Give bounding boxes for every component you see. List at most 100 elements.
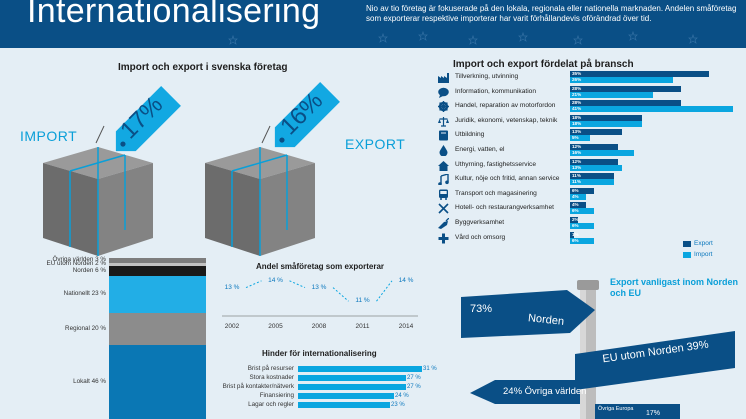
scales-icon <box>438 116 449 127</box>
sector-export-value: 13% <box>572 129 582 135</box>
line-value-label: 13 % <box>311 283 327 291</box>
cog-icon <box>438 101 449 113</box>
hinder-label: Brist på kontakter/nätverk <box>222 383 294 390</box>
star-pattern-icon <box>228 30 698 45</box>
hinder-bar <box>298 375 406 381</box>
header-description: Nio av tio företag är fokuserade på den … <box>366 4 737 23</box>
line-value-label: 14 % <box>268 276 283 284</box>
sector-import-value: 18% <box>572 120 582 126</box>
stack-label: Övriga världen 3 % <box>52 256 106 264</box>
line-value-label: 11 % <box>355 297 370 305</box>
sector-import-bar <box>570 77 674 83</box>
sector-label: Kultur, nöje och fritid, annan service <box>455 175 560 183</box>
sector-export-bar <box>570 114 642 121</box>
sector-export-value: 2% <box>572 217 579 222</box>
hinder-bar <box>298 366 422 372</box>
bus-icon <box>439 189 448 200</box>
sector-import-value: 26% <box>572 77 582 82</box>
signpost-illustration <box>461 280 735 419</box>
sector-import-value: 5% <box>572 135 579 141</box>
sector-row: Handel, reparation av motorfordon 28% 41% <box>438 100 738 114</box>
line-value-label: 13 % <box>224 283 240 291</box>
stack-segment-lokalt <box>109 344 206 419</box>
chart-title-bransch: Import och export fördelat på bransch <box>453 59 634 70</box>
stack-segment-norden <box>109 266 206 276</box>
sector-import-bar <box>570 150 634 156</box>
sector-export-bar <box>570 71 710 77</box>
sector-label: Utbildning <box>455 131 485 139</box>
line-x-tick-label: 2014 <box>398 323 414 330</box>
sector-export-bar <box>570 129 622 136</box>
sector-label: Tillverkning, utvinning <box>455 73 519 80</box>
sector-row: Transport och magasinering 6% 4% <box>438 187 738 202</box>
sign-europe-label: Övriga Europa <box>598 406 634 412</box>
sector-export-value: 12% <box>572 158 582 164</box>
sector-export-value: 18% <box>572 114 582 120</box>
sector-import-bar <box>570 135 590 142</box>
line-x-tick-label: 2008 <box>311 323 327 330</box>
line-series-segment <box>332 287 349 302</box>
sector-row: Utbildning 13% 5% <box>438 129 738 143</box>
line-x-tick-label: 2002 <box>224 323 240 330</box>
hinder-bar <box>298 384 406 390</box>
sector-export-bar <box>570 85 682 92</box>
sector-import-value: 16% <box>572 150 582 155</box>
sector-export-value: 28% <box>572 85 582 91</box>
page-title: Internationalisering <box>27 0 321 30</box>
stack-label: Regional 20 % <box>65 324 106 332</box>
sector-export-bar <box>570 231 574 238</box>
hinder-bar <box>298 393 394 399</box>
export-label: EXPORT <box>345 136 406 152</box>
sector-label: Information, kommunikation <box>455 87 536 95</box>
drop-icon <box>439 145 448 156</box>
sector-row: Byggverksamhet 2% 6% <box>438 217 738 231</box>
cross-icon <box>438 233 449 244</box>
legend-export: Export <box>683 240 713 247</box>
sector-export-bar <box>570 217 578 223</box>
stack-label: Nationellt 23 % <box>63 290 106 298</box>
hinder-value-label: 27 % <box>407 374 421 381</box>
sector-export-bar <box>570 202 586 209</box>
book-icon <box>439 130 448 141</box>
sector-import-bar <box>570 237 594 244</box>
hinder-value-label: 31 % <box>423 365 437 372</box>
sector-export-value: 12% <box>572 144 582 149</box>
stack-segment-nationellt <box>109 275 206 313</box>
chat-bubble-icon <box>438 87 449 98</box>
sector-label: Transport och magasinering <box>455 189 537 197</box>
sector-export-value: 35% <box>572 71 582 76</box>
line-series-segment <box>289 280 306 289</box>
sector-label: Hotell- och restaurangverksamhet <box>455 204 554 212</box>
line-series-segment <box>376 280 393 302</box>
sector-import-bar <box>570 193 586 200</box>
sector-export-value: 6% <box>572 187 579 193</box>
stack-segment-eu-utom-norden <box>109 262 206 267</box>
stack-segment-övriga-världen <box>109 258 206 263</box>
chart-title-hinder: Hinder för internationalisering <box>262 349 377 358</box>
sector-export-bar <box>570 158 618 165</box>
sector-export-bar <box>570 173 614 180</box>
hinder-label: Finansiering <box>259 392 294 399</box>
sector-export-value: 4% <box>572 202 579 208</box>
hinder-bar <box>298 402 390 408</box>
sector-row: Information, kommunikation 28% 21% <box>438 85 738 100</box>
sector-import-bar <box>570 208 594 215</box>
sector-export-bar <box>570 144 618 150</box>
sector-import-bar <box>570 164 622 171</box>
stack-segment-regional <box>109 312 206 345</box>
header: Internationalisering Nio av tio företag … <box>0 0 746 48</box>
stack-label: EU utom Norden 2 % <box>46 260 107 268</box>
sector-row: Vård och omsorg 1% 6% <box>438 231 738 246</box>
hinder-value-label: 23 % <box>391 401 405 408</box>
line-value-label: 14 % <box>398 276 414 284</box>
sign-europe-share: 17% <box>646 410 661 417</box>
export-box-illustration <box>205 82 340 256</box>
sector-export-bar <box>570 187 594 194</box>
import-label: IMPORT <box>20 128 78 144</box>
legend-export-label: Export <box>694 240 713 247</box>
sector-import-bar <box>570 106 733 113</box>
trowel-icon <box>438 218 449 229</box>
sector-row: Uthyrning, fastighetsservice 12% 13% <box>438 158 738 173</box>
chart-title-import-export: Import och export i svenska företag <box>118 62 288 73</box>
